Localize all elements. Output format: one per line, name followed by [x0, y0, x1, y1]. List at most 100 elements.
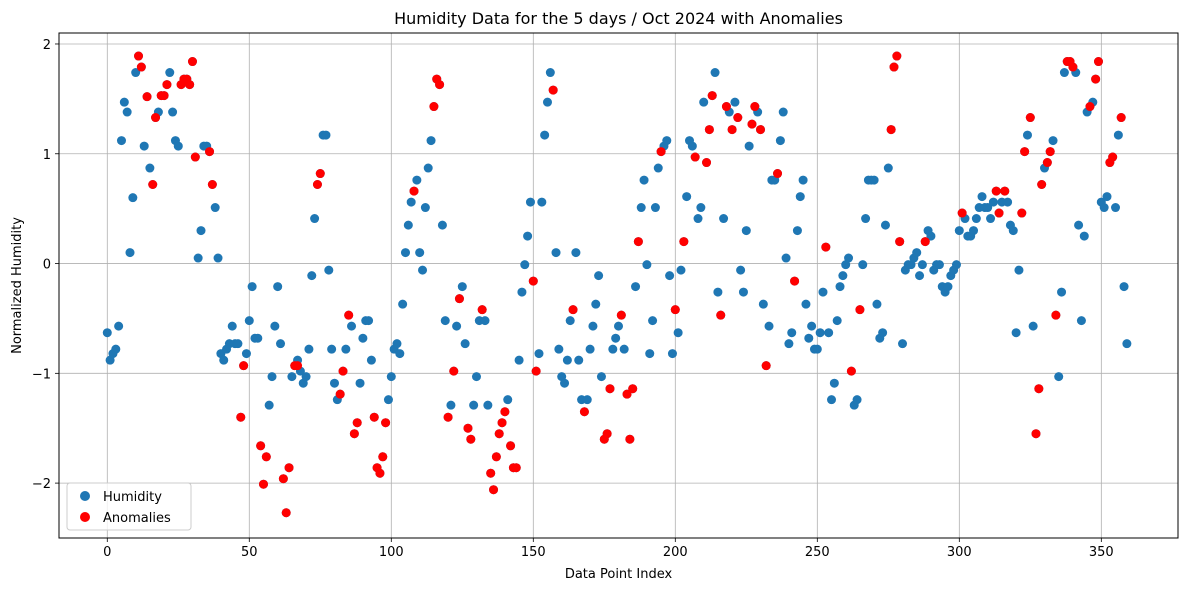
- x-tick-label: 0: [103, 545, 111, 560]
- anomaly-point: [616, 310, 626, 320]
- humidity-point: [119, 97, 129, 107]
- anomaly-point: [477, 305, 487, 315]
- humidity-point: [193, 253, 203, 263]
- humidity-point: [693, 214, 703, 224]
- humidity-point: [1122, 339, 1132, 349]
- anomaly-point: [704, 125, 714, 135]
- humidity-point: [1111, 203, 1121, 213]
- anomaly-point: [151, 113, 161, 123]
- anomaly-point: [454, 294, 464, 304]
- x-tick-label: 200: [663, 545, 688, 560]
- anomaly-point: [1108, 152, 1118, 162]
- humidity-point: [736, 265, 746, 275]
- humidity-point: [986, 214, 996, 224]
- anomaly-point: [548, 85, 558, 95]
- humidity-point: [832, 316, 842, 326]
- humidity-point: [682, 192, 692, 202]
- humidity-point: [420, 203, 430, 213]
- anomaly-point: [957, 208, 967, 218]
- humidity-point: [537, 197, 547, 207]
- humidity-point: [665, 271, 675, 281]
- anomaly-point: [375, 468, 385, 478]
- legend-label-anomalies: Anomalies: [103, 511, 171, 526]
- humidity-point: [517, 287, 527, 297]
- anomaly-point: [702, 158, 712, 168]
- humidity-point: [457, 282, 467, 292]
- x-tick-label: 300: [947, 545, 972, 560]
- humidity-point: [898, 339, 908, 349]
- humidity-point: [128, 193, 138, 203]
- anomaly-point: [159, 91, 169, 101]
- anomaly-point: [727, 125, 737, 135]
- humidity-point: [872, 299, 882, 309]
- humidity-point: [471, 372, 481, 382]
- humidity-point: [861, 214, 871, 224]
- humidity-point: [614, 321, 623, 331]
- anomaly-point: [486, 468, 496, 478]
- anomaly-point: [494, 429, 504, 439]
- humidity-point: [594, 271, 604, 281]
- humidity-point: [551, 248, 561, 258]
- humidity-point: [858, 260, 868, 270]
- humidity-point: [122, 107, 132, 117]
- humidity-point: [571, 248, 581, 258]
- humidity-point: [406, 197, 416, 207]
- humidity-point: [741, 226, 751, 236]
- humidity-point: [403, 220, 413, 230]
- humidity-point: [795, 192, 805, 202]
- humidity-point: [815, 328, 825, 338]
- humidity-point: [784, 339, 794, 349]
- humidity-point: [469, 400, 479, 410]
- anomaly-point: [142, 92, 152, 102]
- ticks: 0 50 100 150 200 250 300 350 −2 −1 0 1 2: [32, 38, 1114, 560]
- humidity-point: [386, 372, 396, 382]
- humidity-point: [880, 220, 890, 230]
- y-axis-label: Normalized Humidity: [10, 217, 25, 354]
- plot-frame: [58, 32, 1179, 539]
- anomaly-point: [761, 361, 771, 371]
- anomaly-point: [690, 152, 700, 162]
- humidity-point: [912, 248, 922, 258]
- y-tick-label: 0: [43, 258, 51, 273]
- y-tick-label: 1: [43, 148, 51, 163]
- humidity-point: [719, 214, 729, 224]
- humidity-point: [310, 214, 320, 224]
- x-tick-label: 150: [521, 545, 546, 560]
- anomaly-point: [1034, 384, 1044, 394]
- humidity-point: [111, 344, 121, 354]
- anomaly-point: [920, 237, 930, 247]
- humidity-point: [983, 203, 993, 213]
- humidity-point: [653, 163, 663, 173]
- humidity-point: [869, 175, 879, 185]
- humidity-point: [798, 175, 808, 185]
- humidity-point: [852, 395, 862, 405]
- humidity-point: [341, 344, 351, 354]
- anomaly-point: [1093, 57, 1103, 67]
- anomaly-point: [1020, 147, 1030, 157]
- legend-box: [66, 482, 192, 531]
- anomaly-point: [622, 389, 632, 399]
- x-tick-label: 50: [241, 545, 258, 560]
- anomaly-point: [1068, 62, 1078, 72]
- humidity-point: [483, 400, 493, 410]
- anomaly-point: [500, 407, 510, 417]
- anomaly-point: [187, 57, 197, 67]
- anomaly-point: [281, 508, 291, 518]
- anomaly-point: [378, 452, 388, 462]
- humidity-point: [650, 203, 660, 213]
- humidity-point: [710, 68, 720, 78]
- anomaly-point: [497, 418, 507, 428]
- humidity-point: [818, 287, 828, 297]
- humidity-point: [562, 355, 572, 365]
- humidity-point: [247, 282, 257, 292]
- humidity-point: [801, 299, 811, 309]
- humidity-point: [514, 355, 524, 365]
- humidity-point: [713, 287, 723, 297]
- anomaly-point: [489, 485, 499, 495]
- anomaly-point: [886, 125, 896, 135]
- anomaly-point: [381, 418, 391, 428]
- anomaly-point: [846, 366, 856, 376]
- humidity-point: [775, 136, 785, 146]
- humidity-point: [977, 192, 987, 202]
- humidity-point: [565, 316, 575, 326]
